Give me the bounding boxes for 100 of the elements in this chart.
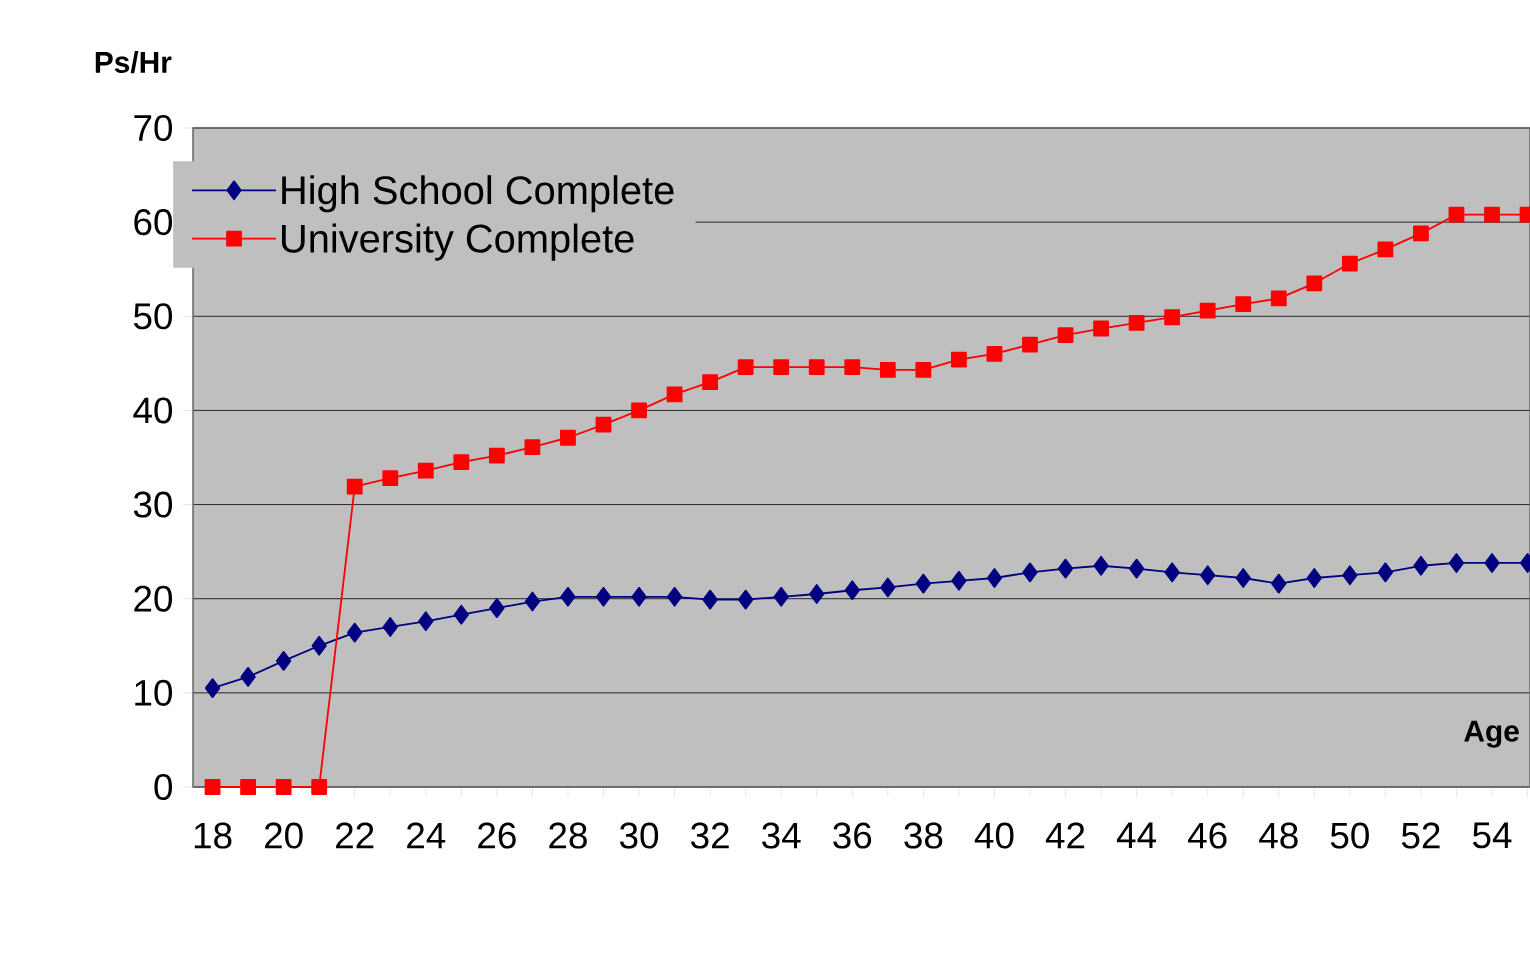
- point: [595, 586, 612, 607]
- point: [808, 359, 825, 376]
- point: [1057, 558, 1074, 579]
- point: [1413, 225, 1429, 242]
- point: [1484, 206, 1500, 223]
- point: [1377, 562, 1394, 583]
- x-tick-label: 38: [904, 822, 943, 849]
- x-tick-label: 18: [194, 822, 232, 849]
- point: [418, 611, 434, 632]
- x-tick-label: 22: [336, 822, 374, 849]
- point: [986, 346, 1003, 362]
- point: [1022, 336, 1038, 353]
- point: [1164, 309, 1181, 326]
- x-tick-label: 32: [691, 822, 729, 849]
- point: [382, 470, 399, 487]
- y-tick-label: 30: [133, 491, 173, 518]
- point: [1341, 255, 1358, 272]
- point: [204, 779, 221, 795]
- x-tick-label: 42: [1045, 822, 1085, 849]
- y-tick-label: 60: [134, 209, 173, 236]
- x-tick-label: 26: [478, 822, 516, 849]
- x-tick-label: 52: [1401, 822, 1440, 849]
- point: [346, 478, 363, 495]
- point: [1306, 275, 1323, 292]
- point: [311, 779, 328, 795]
- point: [560, 586, 576, 607]
- y-tick-label: 40: [133, 397, 173, 424]
- point: [1271, 573, 1287, 594]
- point: [1413, 555, 1429, 576]
- legend-label: University Complete: [282, 223, 634, 261]
- point: [275, 779, 292, 795]
- point: [879, 362, 896, 378]
- point: [311, 635, 327, 656]
- point: [951, 570, 967, 591]
- point: [702, 374, 719, 391]
- point: [844, 580, 860, 601]
- point: [666, 586, 683, 607]
- point: [1128, 558, 1145, 579]
- point: [1022, 562, 1038, 583]
- point: [524, 591, 541, 612]
- x-tick-label: 40: [974, 822, 1014, 849]
- point: [453, 454, 470, 471]
- y-tick-label: 0: [154, 773, 173, 801]
- x-tick-label: 30: [619, 822, 659, 849]
- point: [240, 666, 256, 687]
- y-tick-label: 70: [134, 114, 173, 142]
- x-tick-label: 54: [1472, 822, 1512, 849]
- x-tick-label: 50: [1330, 822, 1369, 849]
- point: [204, 678, 221, 699]
- point: [524, 439, 541, 456]
- point: [1164, 562, 1180, 583]
- point: [702, 589, 718, 610]
- point: [738, 589, 754, 610]
- x-tick-label: 46: [1188, 822, 1227, 849]
- point: [1342, 565, 1358, 586]
- point: [382, 617, 398, 637]
- point: [986, 568, 1003, 588]
- point: [595, 416, 612, 433]
- y-tick-label: 50: [133, 303, 173, 330]
- point: [240, 779, 256, 795]
- x-tick-label: 28: [549, 822, 587, 849]
- point: [453, 604, 469, 625]
- point: [631, 586, 647, 607]
- point: [915, 573, 932, 594]
- y-axis-title: Ps/Hr: [95, 50, 172, 74]
- point: [1448, 206, 1465, 223]
- point: [1306, 568, 1322, 588]
- point: [1199, 302, 1216, 319]
- x-tick-label: 44: [1116, 822, 1157, 848]
- x-tick-label: 36: [833, 822, 872, 849]
- point: [666, 386, 683, 403]
- point: [1093, 320, 1109, 337]
- point: [488, 447, 505, 464]
- point: [951, 351, 967, 368]
- point: [417, 462, 434, 479]
- point: [1484, 553, 1500, 573]
- point: [1093, 555, 1109, 576]
- point: [1235, 296, 1252, 312]
- point: [1128, 314, 1145, 331]
- point: [1200, 565, 1216, 586]
- x-tick-label: 20: [264, 822, 303, 849]
- point: [1270, 290, 1287, 307]
- point: [773, 586, 789, 607]
- point: [773, 359, 790, 376]
- legend-label: High School Complete: [282, 175, 674, 213]
- point: [275, 650, 292, 671]
- point: [844, 359, 861, 376]
- point: [1377, 241, 1394, 258]
- point: [347, 622, 363, 643]
- x-tick-label: 48: [1259, 822, 1298, 849]
- point: [1235, 568, 1251, 588]
- point: [489, 598, 505, 619]
- y-tick-label: 20: [134, 585, 173, 612]
- point: [1448, 553, 1465, 573]
- point: [880, 577, 896, 598]
- point: [737, 359, 754, 376]
- point: [809, 584, 825, 604]
- point: [1057, 327, 1074, 344]
- y-tick-label: 10: [135, 679, 173, 706]
- x-tick-label: 34: [762, 822, 801, 849]
